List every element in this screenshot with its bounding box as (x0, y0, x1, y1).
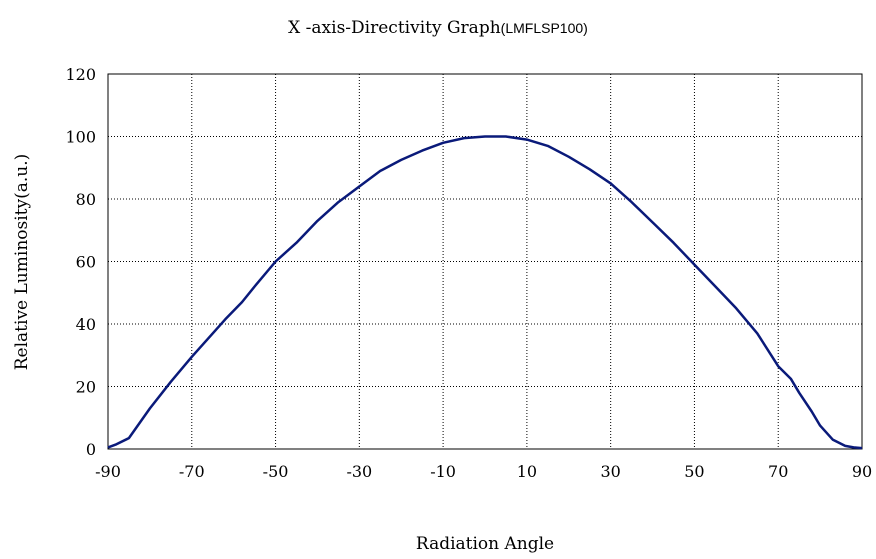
x-tick-label: -10 (430, 462, 456, 481)
x-tick-label: -70 (179, 462, 205, 481)
y-tick-label: 60 (76, 253, 96, 272)
chart-title: X -axis-Directivity Graph(LMFLSP100) (288, 18, 588, 38)
chart-title-main: X -axis-Directivity Graph (288, 18, 501, 38)
gridlines (108, 74, 862, 449)
series-line (107, 135, 863, 450)
x-tick-labels: -90 -70 -50 -30 -10 10 30 50 70 90 (95, 462, 872, 481)
plot-area (107, 73, 863, 450)
y-tick-labels: 0 20 40 60 80 100 120 (65, 65, 96, 459)
x-tick-label: 30 (600, 462, 620, 481)
x-tick-label: 50 (684, 462, 704, 481)
x-tick-label: -50 (263, 462, 289, 481)
y-tick-label: 80 (76, 190, 96, 209)
x-tick-label: 70 (768, 462, 788, 481)
y-axis-label: Relative Luminosity(a.u.) (12, 154, 32, 371)
chart-title-model: (LMFLSP100) (501, 20, 588, 36)
x-axis-label: Radiation Angle (416, 534, 554, 554)
y-tick-label: 20 (76, 378, 96, 397)
y-tick-label: 100 (65, 128, 96, 147)
x-tick-label: -30 (346, 462, 372, 481)
y-tick-label: 0 (86, 440, 96, 459)
x-tick-label: 90 (852, 462, 872, 481)
x-tick-label: -90 (95, 462, 121, 481)
y-tick-label: 40 (76, 315, 96, 334)
y-tick-label: 120 (65, 65, 96, 84)
x-tick-label: 10 (517, 462, 537, 481)
